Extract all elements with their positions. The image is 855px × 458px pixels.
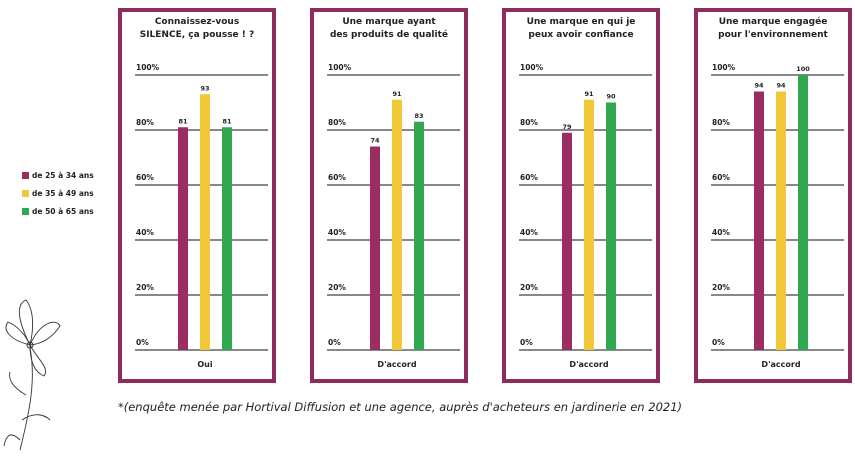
panel-title: Une marque en qui je peux avoir confianc… bbox=[526, 17, 636, 40]
value-label: 83 bbox=[414, 112, 423, 120]
bar bbox=[414, 121, 424, 350]
y-tick-label: 100% bbox=[136, 63, 160, 72]
footnote: *(enquête menée par Hortival Diffusion e… bbox=[118, 400, 682, 414]
y-tick-label: 40% bbox=[136, 228, 154, 237]
bar bbox=[392, 99, 402, 350]
panel-border bbox=[502, 8, 660, 383]
legend-label: de 35 à 49 ans bbox=[32, 189, 94, 198]
panel-title: Une marque engagée pour l'environnement bbox=[718, 17, 828, 40]
panel-border bbox=[694, 8, 852, 383]
x-tick-label: D'accord bbox=[569, 360, 608, 369]
panel-border bbox=[118, 8, 276, 383]
y-tick-label: 100% bbox=[712, 63, 736, 72]
legend-label: de 50 à 65 ans bbox=[32, 207, 94, 216]
y-tick-label: 0% bbox=[136, 338, 149, 347]
bar bbox=[222, 127, 232, 350]
value-label: 81 bbox=[222, 117, 232, 125]
y-tick-label: 20% bbox=[520, 283, 538, 292]
bar bbox=[584, 99, 594, 350]
y-tick-label: 0% bbox=[328, 338, 341, 347]
panel-title: Une marque ayant des produits de qualité bbox=[329, 17, 448, 40]
bar bbox=[754, 91, 764, 350]
panel-title: Connaissez-vous SILENCE, ça pousse ! ? bbox=[139, 17, 255, 40]
bar bbox=[562, 132, 572, 350]
y-tick-label: 20% bbox=[712, 283, 730, 292]
y-tick-label: 0% bbox=[712, 338, 725, 347]
bar bbox=[200, 94, 210, 350]
y-tick-label: 80% bbox=[136, 118, 154, 127]
panel-border bbox=[310, 8, 468, 383]
y-tick-label: 60% bbox=[328, 173, 346, 182]
value-label: 91 bbox=[392, 90, 402, 98]
value-label: 93 bbox=[200, 84, 209, 92]
y-tick-label: 100% bbox=[328, 63, 352, 72]
value-label: 100 bbox=[796, 65, 810, 73]
y-tick-label: 60% bbox=[136, 173, 154, 182]
bar bbox=[178, 127, 188, 350]
bar bbox=[798, 75, 808, 350]
value-label: 94 bbox=[754, 82, 764, 90]
x-tick-label: D'accord bbox=[761, 360, 800, 369]
y-tick-label: 40% bbox=[328, 228, 346, 237]
bar bbox=[370, 146, 380, 350]
y-tick-label: 40% bbox=[520, 228, 538, 237]
value-label: 94 bbox=[776, 82, 786, 90]
bar bbox=[776, 91, 786, 350]
y-tick-label: 80% bbox=[520, 118, 538, 127]
value-label: 74 bbox=[370, 137, 380, 145]
value-label: 90 bbox=[606, 93, 616, 101]
y-tick-label: 80% bbox=[328, 118, 346, 127]
y-tick-label: 100% bbox=[520, 63, 544, 72]
x-tick-label: D'accord bbox=[377, 360, 416, 369]
x-tick-label: Oui bbox=[197, 360, 212, 369]
y-tick-label: 60% bbox=[520, 173, 538, 182]
value-label: 79 bbox=[562, 123, 572, 131]
y-tick-label: 60% bbox=[712, 173, 730, 182]
value-label: 81 bbox=[178, 117, 188, 125]
legend-swatch bbox=[22, 190, 29, 197]
y-tick-label: 20% bbox=[328, 283, 346, 292]
flower-drawing bbox=[3, 299, 61, 451]
legend-swatch bbox=[22, 172, 29, 179]
y-tick-label: 80% bbox=[712, 118, 730, 127]
y-tick-label: 20% bbox=[136, 283, 154, 292]
y-tick-label: 40% bbox=[712, 228, 730, 237]
legend-label: de 25 à 34 ans bbox=[32, 171, 94, 180]
value-label: 91 bbox=[584, 90, 594, 98]
bar bbox=[606, 102, 616, 350]
y-tick-label: 0% bbox=[520, 338, 533, 347]
legend-swatch bbox=[22, 208, 29, 215]
